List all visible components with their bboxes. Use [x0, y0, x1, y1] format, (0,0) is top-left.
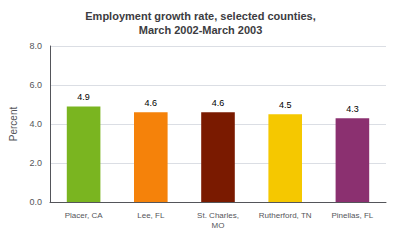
svg-text:Lee, FL: Lee, FL — [137, 211, 165, 220]
svg-text:4.6: 4.6 — [145, 98, 158, 108]
svg-text:MO: MO — [212, 221, 225, 230]
svg-text:Percent: Percent — [8, 107, 19, 142]
svg-text:March 2002-March 2003: March 2002-March 2003 — [139, 24, 263, 36]
svg-text:St. Charles,: St. Charles, — [197, 211, 239, 220]
svg-text:6.0: 6.0 — [29, 80, 42, 90]
svg-text:Placer, CA: Placer, CA — [65, 211, 103, 220]
svg-text:Pinellas, FL: Pinellas, FL — [332, 211, 374, 220]
svg-text:4.3: 4.3 — [346, 104, 359, 114]
svg-text:4.0: 4.0 — [29, 119, 42, 129]
svg-text:4.5: 4.5 — [279, 100, 292, 110]
svg-text:Employment growth rate, select: Employment growth rate, selected countie… — [85, 10, 315, 22]
svg-text:Rutherford, TN: Rutherford, TN — [259, 211, 312, 220]
svg-text:2.0: 2.0 — [29, 158, 42, 168]
svg-text:4.9: 4.9 — [77, 92, 90, 102]
svg-text:4.6: 4.6 — [212, 98, 225, 108]
svg-text:8.0: 8.0 — [29, 41, 42, 51]
svg-text:0.0: 0.0 — [29, 197, 42, 207]
